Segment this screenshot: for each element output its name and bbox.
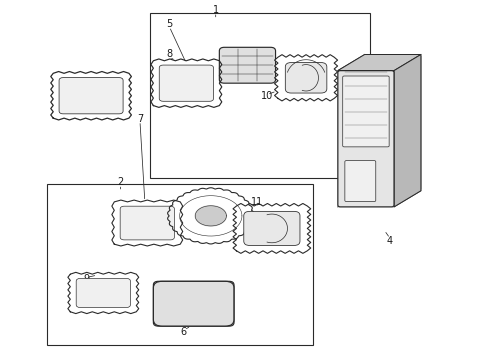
Polygon shape	[394, 54, 421, 207]
Text: 9: 9	[83, 274, 89, 284]
Bar	[150, 13, 369, 178]
FancyBboxPatch shape	[59, 78, 123, 114]
FancyBboxPatch shape	[345, 161, 376, 202]
Text: 6: 6	[181, 327, 187, 337]
FancyBboxPatch shape	[154, 282, 234, 326]
Polygon shape	[68, 273, 139, 314]
Text: 10: 10	[261, 91, 273, 101]
FancyBboxPatch shape	[120, 206, 174, 240]
Text: 8: 8	[166, 49, 172, 59]
FancyBboxPatch shape	[76, 278, 130, 307]
FancyBboxPatch shape	[365, 54, 421, 191]
Polygon shape	[112, 200, 183, 246]
FancyBboxPatch shape	[338, 71, 394, 207]
FancyBboxPatch shape	[343, 76, 389, 147]
Bar	[47, 184, 314, 345]
Text: 11: 11	[251, 197, 263, 207]
Polygon shape	[233, 203, 311, 253]
Text: 1: 1	[213, 5, 219, 15]
Text: 4: 4	[386, 236, 392, 246]
FancyBboxPatch shape	[153, 281, 234, 326]
Text: 5: 5	[166, 19, 172, 29]
Text: 7: 7	[137, 114, 143, 124]
Polygon shape	[168, 188, 254, 244]
FancyBboxPatch shape	[118, 204, 176, 242]
Polygon shape	[51, 72, 131, 120]
Polygon shape	[274, 55, 338, 101]
Text: 3: 3	[74, 85, 79, 95]
Polygon shape	[151, 59, 222, 107]
Polygon shape	[195, 206, 226, 226]
FancyBboxPatch shape	[244, 211, 300, 246]
FancyBboxPatch shape	[159, 65, 214, 101]
FancyBboxPatch shape	[220, 47, 275, 83]
Polygon shape	[338, 54, 421, 71]
Text: 2: 2	[117, 177, 123, 187]
FancyBboxPatch shape	[285, 63, 327, 93]
